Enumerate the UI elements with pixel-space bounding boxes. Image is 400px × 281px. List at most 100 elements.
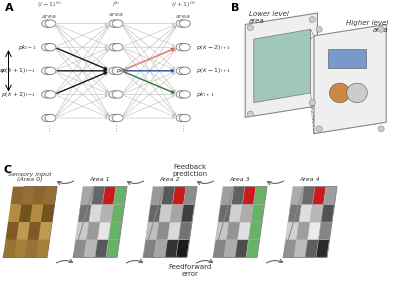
Polygon shape bbox=[25, 240, 38, 257]
Polygon shape bbox=[290, 187, 304, 204]
Circle shape bbox=[109, 20, 120, 27]
Circle shape bbox=[309, 17, 315, 22]
Circle shape bbox=[176, 44, 187, 51]
Polygon shape bbox=[19, 204, 32, 222]
Polygon shape bbox=[89, 204, 102, 222]
Polygon shape bbox=[84, 240, 98, 257]
Text: $pk_{l-1}$: $pk_{l-1}$ bbox=[18, 43, 36, 52]
Polygon shape bbox=[318, 222, 332, 240]
Polygon shape bbox=[6, 222, 19, 240]
Circle shape bbox=[45, 20, 56, 27]
Polygon shape bbox=[30, 204, 44, 222]
Text: $(l+1)^{th}$
$area$: $(l+1)^{th}$ $area$ bbox=[171, 0, 196, 19]
Polygon shape bbox=[78, 204, 92, 222]
Text: A: A bbox=[5, 3, 14, 13]
Circle shape bbox=[112, 44, 123, 51]
Polygon shape bbox=[248, 222, 262, 240]
Circle shape bbox=[42, 67, 53, 74]
Polygon shape bbox=[283, 240, 296, 257]
Polygon shape bbox=[98, 222, 111, 240]
Circle shape bbox=[176, 114, 187, 122]
Text: $(l-1)^{th}$
$area$: $(l-1)^{th}$ $area$ bbox=[36, 0, 61, 19]
Text: $p(k-1)_{l+1}$: $p(k-1)_{l+1}$ bbox=[196, 66, 231, 75]
Polygon shape bbox=[294, 240, 308, 257]
Circle shape bbox=[378, 126, 384, 132]
Text: C: C bbox=[3, 165, 11, 175]
Circle shape bbox=[176, 20, 187, 27]
Text: Lower level
area: Lower level area bbox=[249, 11, 288, 24]
Text: $s_l$: $s_l$ bbox=[0, 67, 6, 75]
Text: Area 2: Area 2 bbox=[160, 177, 180, 182]
Circle shape bbox=[45, 114, 56, 122]
Polygon shape bbox=[159, 204, 172, 222]
Polygon shape bbox=[170, 204, 184, 222]
Circle shape bbox=[42, 114, 53, 122]
Circle shape bbox=[179, 114, 190, 122]
Text: Feedforward
error: Feedforward error bbox=[168, 264, 212, 277]
Circle shape bbox=[179, 44, 190, 51]
Circle shape bbox=[316, 126, 322, 132]
Circle shape bbox=[112, 114, 123, 122]
Circle shape bbox=[247, 25, 254, 31]
Polygon shape bbox=[165, 240, 178, 257]
Text: Area 1: Area 1 bbox=[90, 177, 110, 182]
Polygon shape bbox=[41, 204, 54, 222]
Polygon shape bbox=[242, 187, 256, 204]
Polygon shape bbox=[16, 222, 30, 240]
Polygon shape bbox=[246, 240, 260, 257]
Polygon shape bbox=[316, 240, 330, 257]
Polygon shape bbox=[36, 240, 50, 257]
Polygon shape bbox=[224, 240, 238, 257]
Polygon shape bbox=[143, 240, 156, 257]
Text: $p(k-2)_{l+1}$: $p(k-2)_{l+1}$ bbox=[196, 43, 231, 52]
Polygon shape bbox=[150, 187, 164, 204]
Polygon shape bbox=[220, 187, 234, 204]
Circle shape bbox=[309, 100, 315, 106]
Circle shape bbox=[42, 44, 53, 51]
Polygon shape bbox=[38, 222, 52, 240]
Polygon shape bbox=[245, 13, 318, 117]
Polygon shape bbox=[286, 222, 299, 240]
Polygon shape bbox=[22, 187, 35, 204]
Polygon shape bbox=[229, 204, 242, 222]
Polygon shape bbox=[321, 204, 334, 222]
Polygon shape bbox=[213, 240, 226, 257]
FancyBboxPatch shape bbox=[328, 49, 366, 69]
Polygon shape bbox=[156, 222, 170, 240]
Circle shape bbox=[45, 67, 56, 74]
Polygon shape bbox=[216, 222, 229, 240]
Polygon shape bbox=[76, 222, 89, 240]
Polygon shape bbox=[3, 240, 16, 257]
Polygon shape bbox=[111, 204, 124, 222]
Circle shape bbox=[42, 91, 53, 98]
Circle shape bbox=[179, 67, 190, 74]
Polygon shape bbox=[102, 187, 116, 204]
Circle shape bbox=[112, 67, 123, 74]
Polygon shape bbox=[176, 240, 190, 257]
Polygon shape bbox=[95, 240, 108, 257]
Text: $l^{th}$
$area$: $l^{th}$ $area$ bbox=[108, 0, 124, 19]
Polygon shape bbox=[254, 29, 310, 103]
Polygon shape bbox=[254, 187, 267, 204]
Polygon shape bbox=[172, 187, 186, 204]
Circle shape bbox=[109, 44, 120, 51]
Polygon shape bbox=[28, 222, 41, 240]
Polygon shape bbox=[168, 222, 181, 240]
Polygon shape bbox=[148, 204, 162, 222]
Polygon shape bbox=[92, 187, 105, 204]
Circle shape bbox=[45, 44, 56, 51]
Text: Higher level
area: Higher level area bbox=[346, 20, 388, 33]
Polygon shape bbox=[3, 187, 57, 257]
Polygon shape bbox=[310, 204, 324, 222]
Circle shape bbox=[112, 20, 123, 27]
Polygon shape bbox=[10, 187, 24, 204]
Polygon shape bbox=[114, 187, 127, 204]
Polygon shape bbox=[314, 24, 386, 134]
Polygon shape bbox=[218, 204, 232, 222]
Text: Feedback
prediction: Feedback prediction bbox=[172, 164, 208, 177]
Polygon shape bbox=[238, 222, 251, 240]
Text: Sensory input
(Area 0): Sensory input (Area 0) bbox=[8, 171, 52, 182]
Text: Area 3: Area 3 bbox=[230, 177, 250, 182]
Circle shape bbox=[109, 114, 120, 122]
Polygon shape bbox=[184, 187, 197, 204]
